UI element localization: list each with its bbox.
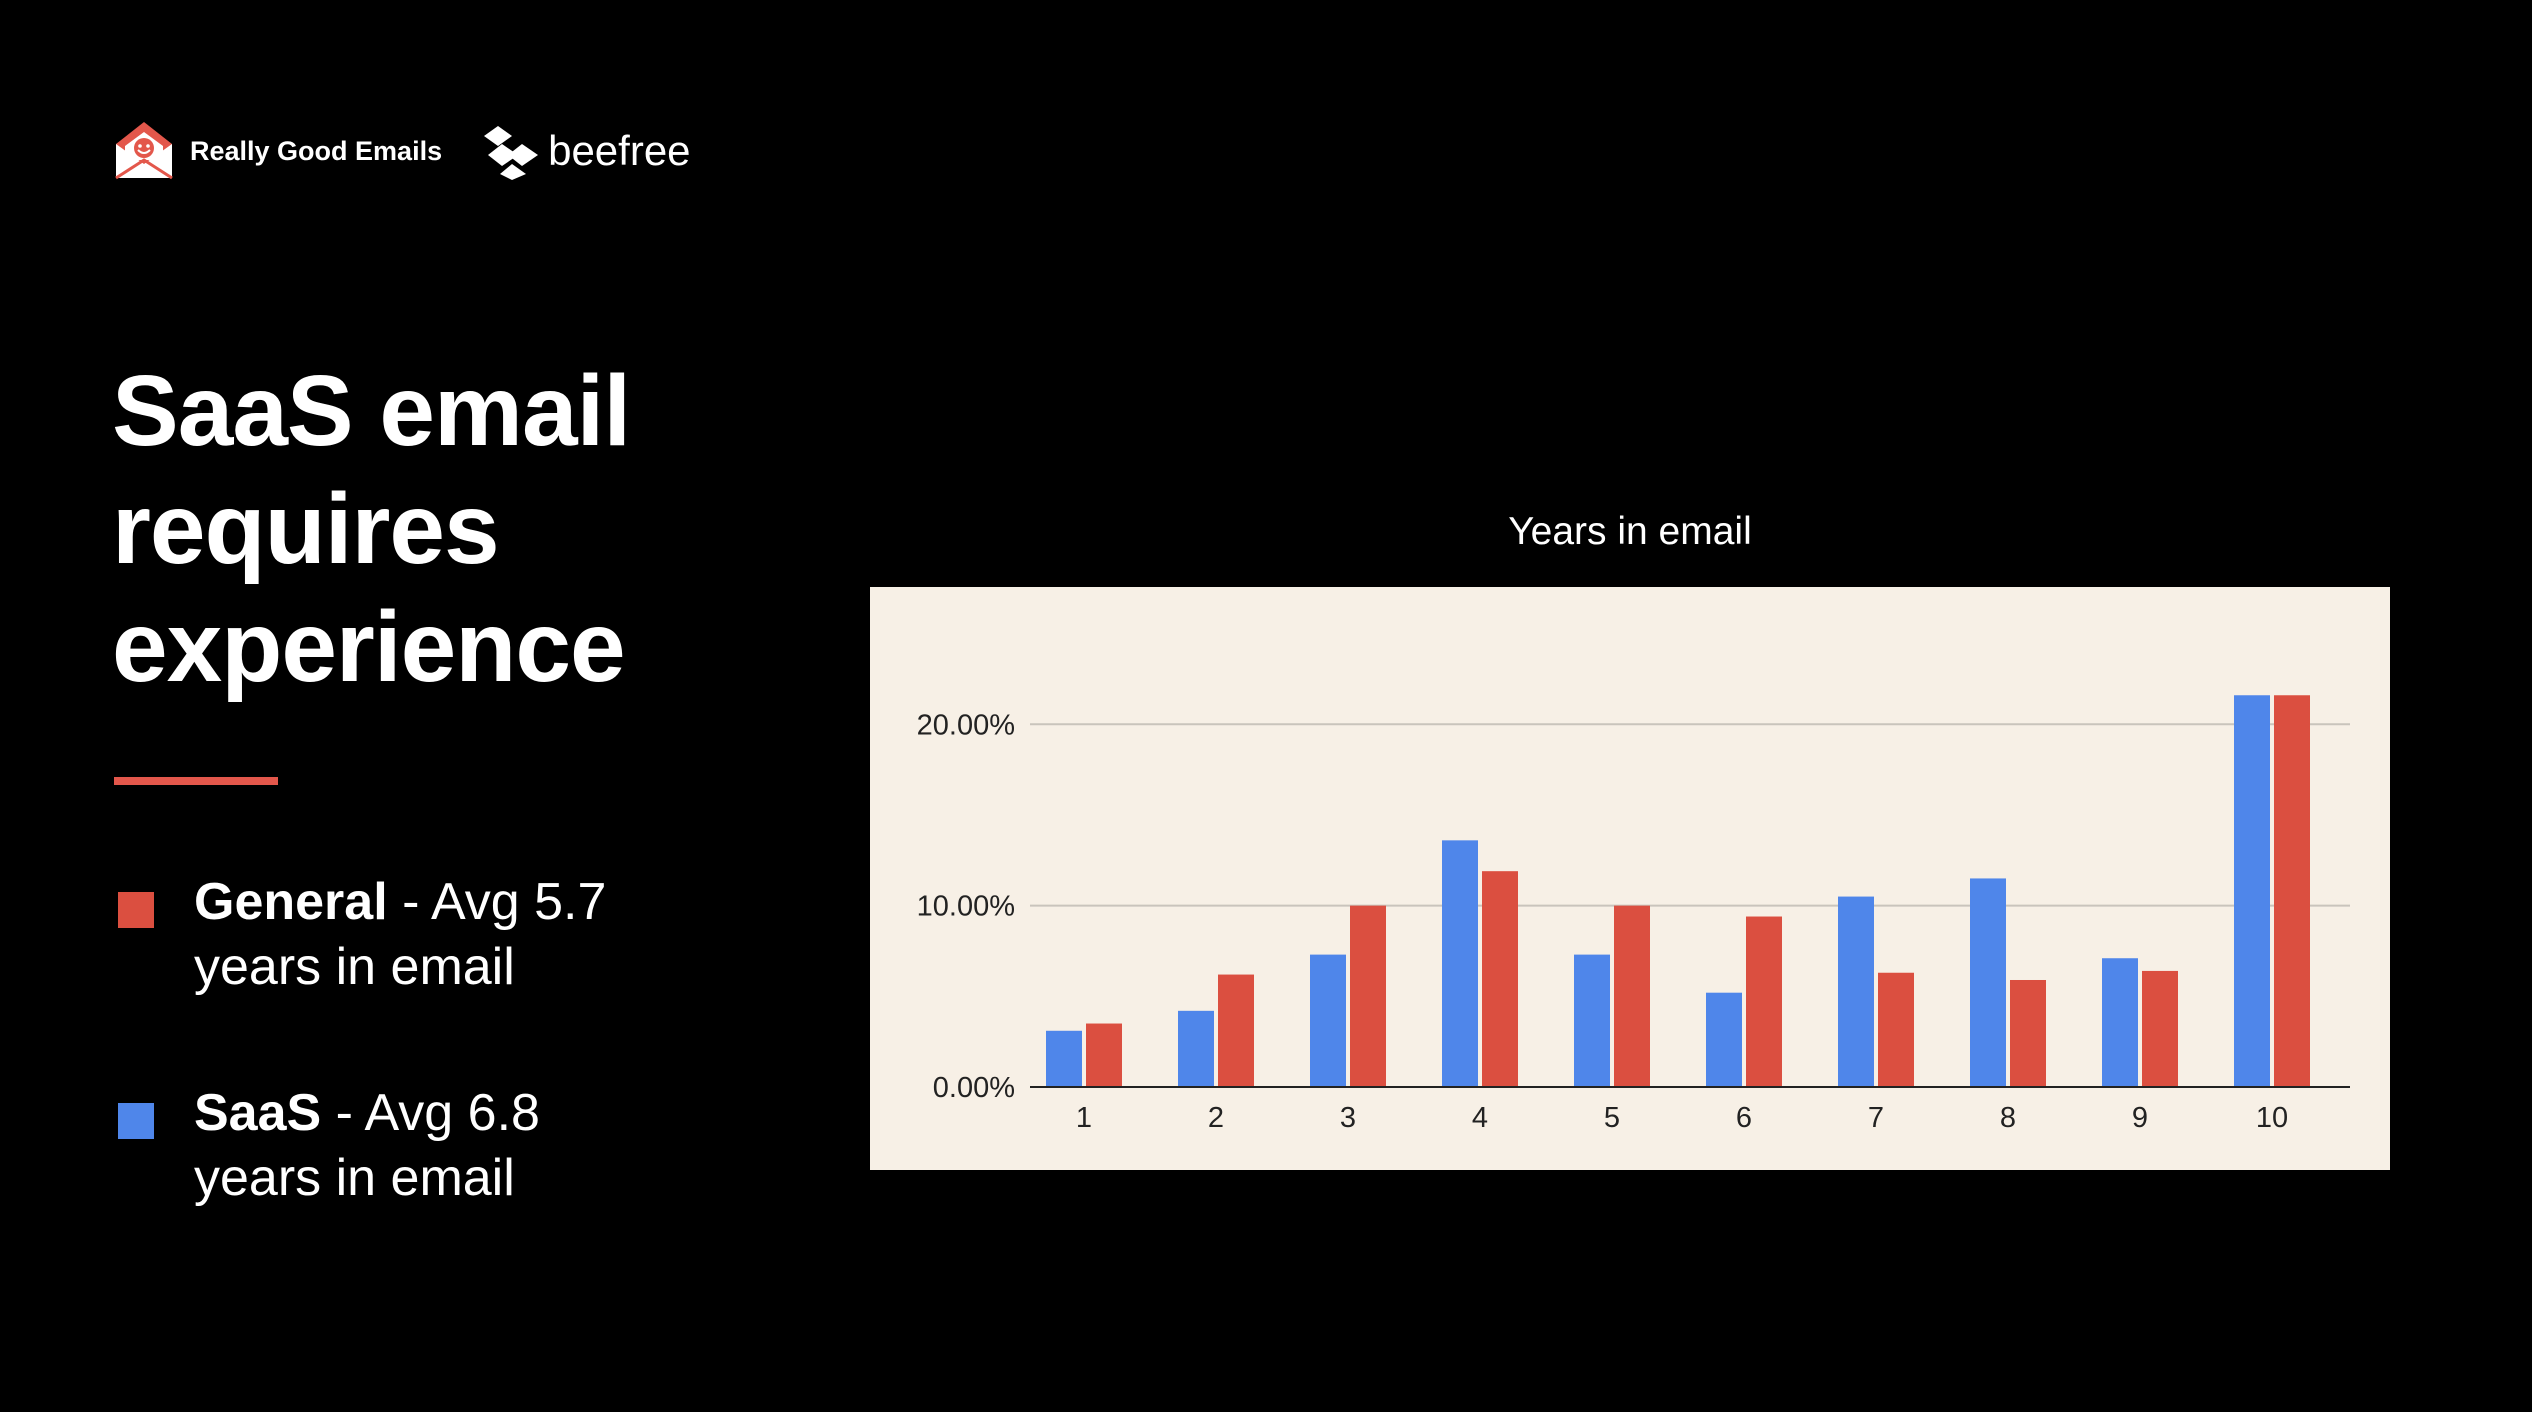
chart-title: Years in email bbox=[1508, 510, 1752, 553]
bar-series1-3 bbox=[1310, 954, 1346, 1087]
bar-series1-4 bbox=[1442, 840, 1478, 1087]
accent-divider bbox=[114, 777, 278, 785]
bar-series1-2 bbox=[1178, 1010, 1214, 1087]
x-tick-label: 6 bbox=[1736, 1102, 1752, 1134]
saas-legend-text: SaaS - Avg 6.8 years in email bbox=[194, 1081, 540, 1211]
x-tick-label: 4 bbox=[1472, 1102, 1488, 1134]
x-tick-label: 5 bbox=[1604, 1102, 1620, 1134]
general-unit-line: years in email bbox=[194, 938, 515, 996]
beefree-logo[interactable]: beefree bbox=[484, 122, 691, 180]
beefree-wordmark: beefree bbox=[548, 127, 691, 174]
bar-series2-6 bbox=[1746, 916, 1782, 1087]
x-tick-label: 10 bbox=[2256, 1102, 2288, 1134]
legend-item-general: General - Avg 5.7 years in email bbox=[118, 870, 606, 1000]
bar-series1-7 bbox=[1838, 896, 1874, 1087]
general-label: General bbox=[194, 873, 388, 931]
bar-series2-9 bbox=[2142, 970, 2178, 1087]
chart-panel: 0.00% 10.00% 20.00% 1 2 3 4 5 6 7 8 9 10 bbox=[870, 587, 2390, 1170]
really-good-emails-logo[interactable]: Really Good Emails bbox=[113, 120, 442, 182]
bar-series2-2 bbox=[1218, 974, 1254, 1087]
header-logos: Really Good Emails beefree bbox=[113, 118, 691, 184]
saas-unit-line: years in email bbox=[194, 1149, 515, 1207]
title-line-1: SaaS email bbox=[112, 355, 631, 467]
page-title: SaaS email requires experience bbox=[112, 352, 752, 706]
bar-series1-5 bbox=[1574, 954, 1610, 1087]
bar-series1-8 bbox=[1970, 878, 2006, 1087]
bar-series2-5 bbox=[1614, 905, 1650, 1087]
x-tick-label: 8 bbox=[2000, 1102, 2016, 1134]
bar-series2-3 bbox=[1350, 905, 1386, 1087]
bar-series1-10 bbox=[2234, 695, 2270, 1087]
legend-item-saas: SaaS - Avg 6.8 years in email bbox=[118, 1081, 540, 1211]
bar-series2-4 bbox=[1482, 871, 1518, 1087]
saas-swatch bbox=[118, 1103, 154, 1139]
x-tick-label: 2 bbox=[1208, 1102, 1224, 1134]
y-tick-label: 10.00% bbox=[917, 891, 1015, 923]
x-tick-label: 7 bbox=[1868, 1102, 1884, 1134]
general-average: - Avg 5.7 bbox=[387, 873, 607, 931]
bar-series2-10 bbox=[2274, 695, 2310, 1087]
envelope-smiley-icon bbox=[115, 122, 173, 180]
general-legend-text: General - Avg 5.7 years in email bbox=[194, 870, 606, 1000]
title-line-3: experience bbox=[112, 591, 626, 703]
y-tick-label: 0.00% bbox=[933, 1072, 1015, 1104]
x-tick-label: 9 bbox=[2132, 1102, 2148, 1134]
title-line-2: requires bbox=[112, 473, 500, 585]
bar-series2-1 bbox=[1086, 1023, 1122, 1087]
bar-series1-9 bbox=[2102, 958, 2138, 1087]
general-swatch bbox=[118, 892, 154, 928]
really-good-emails-wordmark: Really Good Emails bbox=[190, 135, 443, 166]
saas-average: - Avg 6.8 bbox=[321, 1084, 540, 1142]
bar-series2-7 bbox=[1878, 972, 1914, 1087]
bar-series1-1 bbox=[1046, 1030, 1082, 1087]
bar-series1-6 bbox=[1706, 992, 1742, 1087]
y-tick-label: 20.00% bbox=[917, 709, 1015, 741]
x-tick-label: 3 bbox=[1340, 1102, 1356, 1134]
beefree-mark-icon bbox=[484, 126, 539, 180]
x-tick-label: 1 bbox=[1076, 1102, 1092, 1134]
bar-series2-8 bbox=[2010, 979, 2046, 1087]
bar-chart: 0.00% 10.00% 20.00% 1 2 3 4 5 6 7 8 9 10 bbox=[917, 695, 2350, 1134]
saas-label: SaaS bbox=[194, 1084, 322, 1142]
